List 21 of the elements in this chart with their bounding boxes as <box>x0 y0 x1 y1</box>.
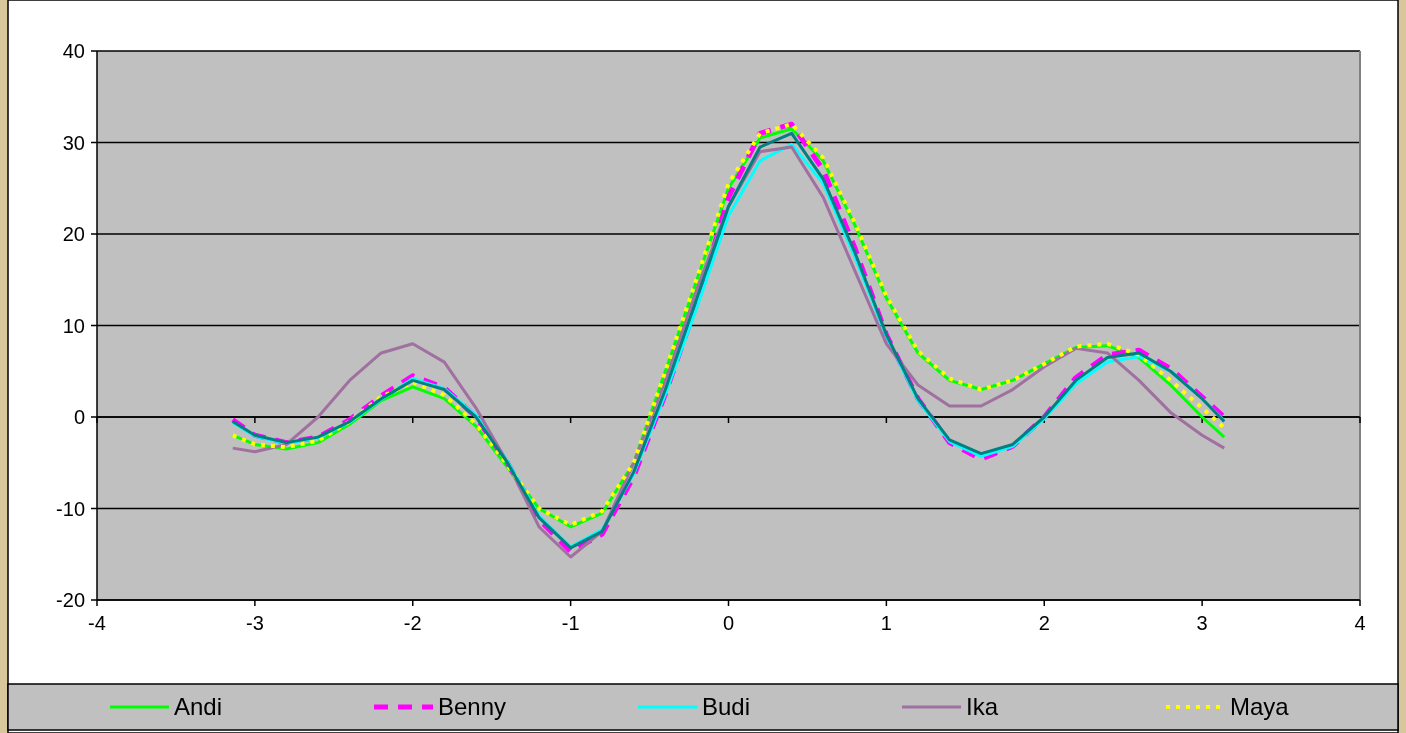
x-tick-label: 2 <box>1038 612 1050 634</box>
legend-label: Maya <box>1230 693 1290 721</box>
x-tick-label: 1 <box>880 612 892 634</box>
x-tick-label: 0 <box>722 612 735 634</box>
legend-label: Benny <box>438 693 507 721</box>
legend-label: Andi <box>174 693 223 721</box>
x-tick-label: 3 <box>1196 612 1208 634</box>
y-tick-label: -20 <box>56 589 85 611</box>
legend-label: Budi <box>702 693 751 721</box>
x-tick-label: -3 <box>245 612 264 634</box>
x-tick-label: 4 <box>1354 612 1366 634</box>
x-tick-label: -2 <box>403 612 422 634</box>
y-tick-label: 0 <box>73 406 85 428</box>
legend-label: Ika <box>966 693 999 721</box>
y-tick-label: 20 <box>62 223 85 245</box>
y-tick-label: -10 <box>56 497 85 520</box>
y-tick-label: 10 <box>62 314 85 337</box>
y-tick-label: 40 <box>62 40 85 62</box>
x-tick-label: -1 <box>561 612 580 634</box>
y-tick-label: 30 <box>62 131 85 154</box>
x-tick-label: -4 <box>88 612 106 634</box>
